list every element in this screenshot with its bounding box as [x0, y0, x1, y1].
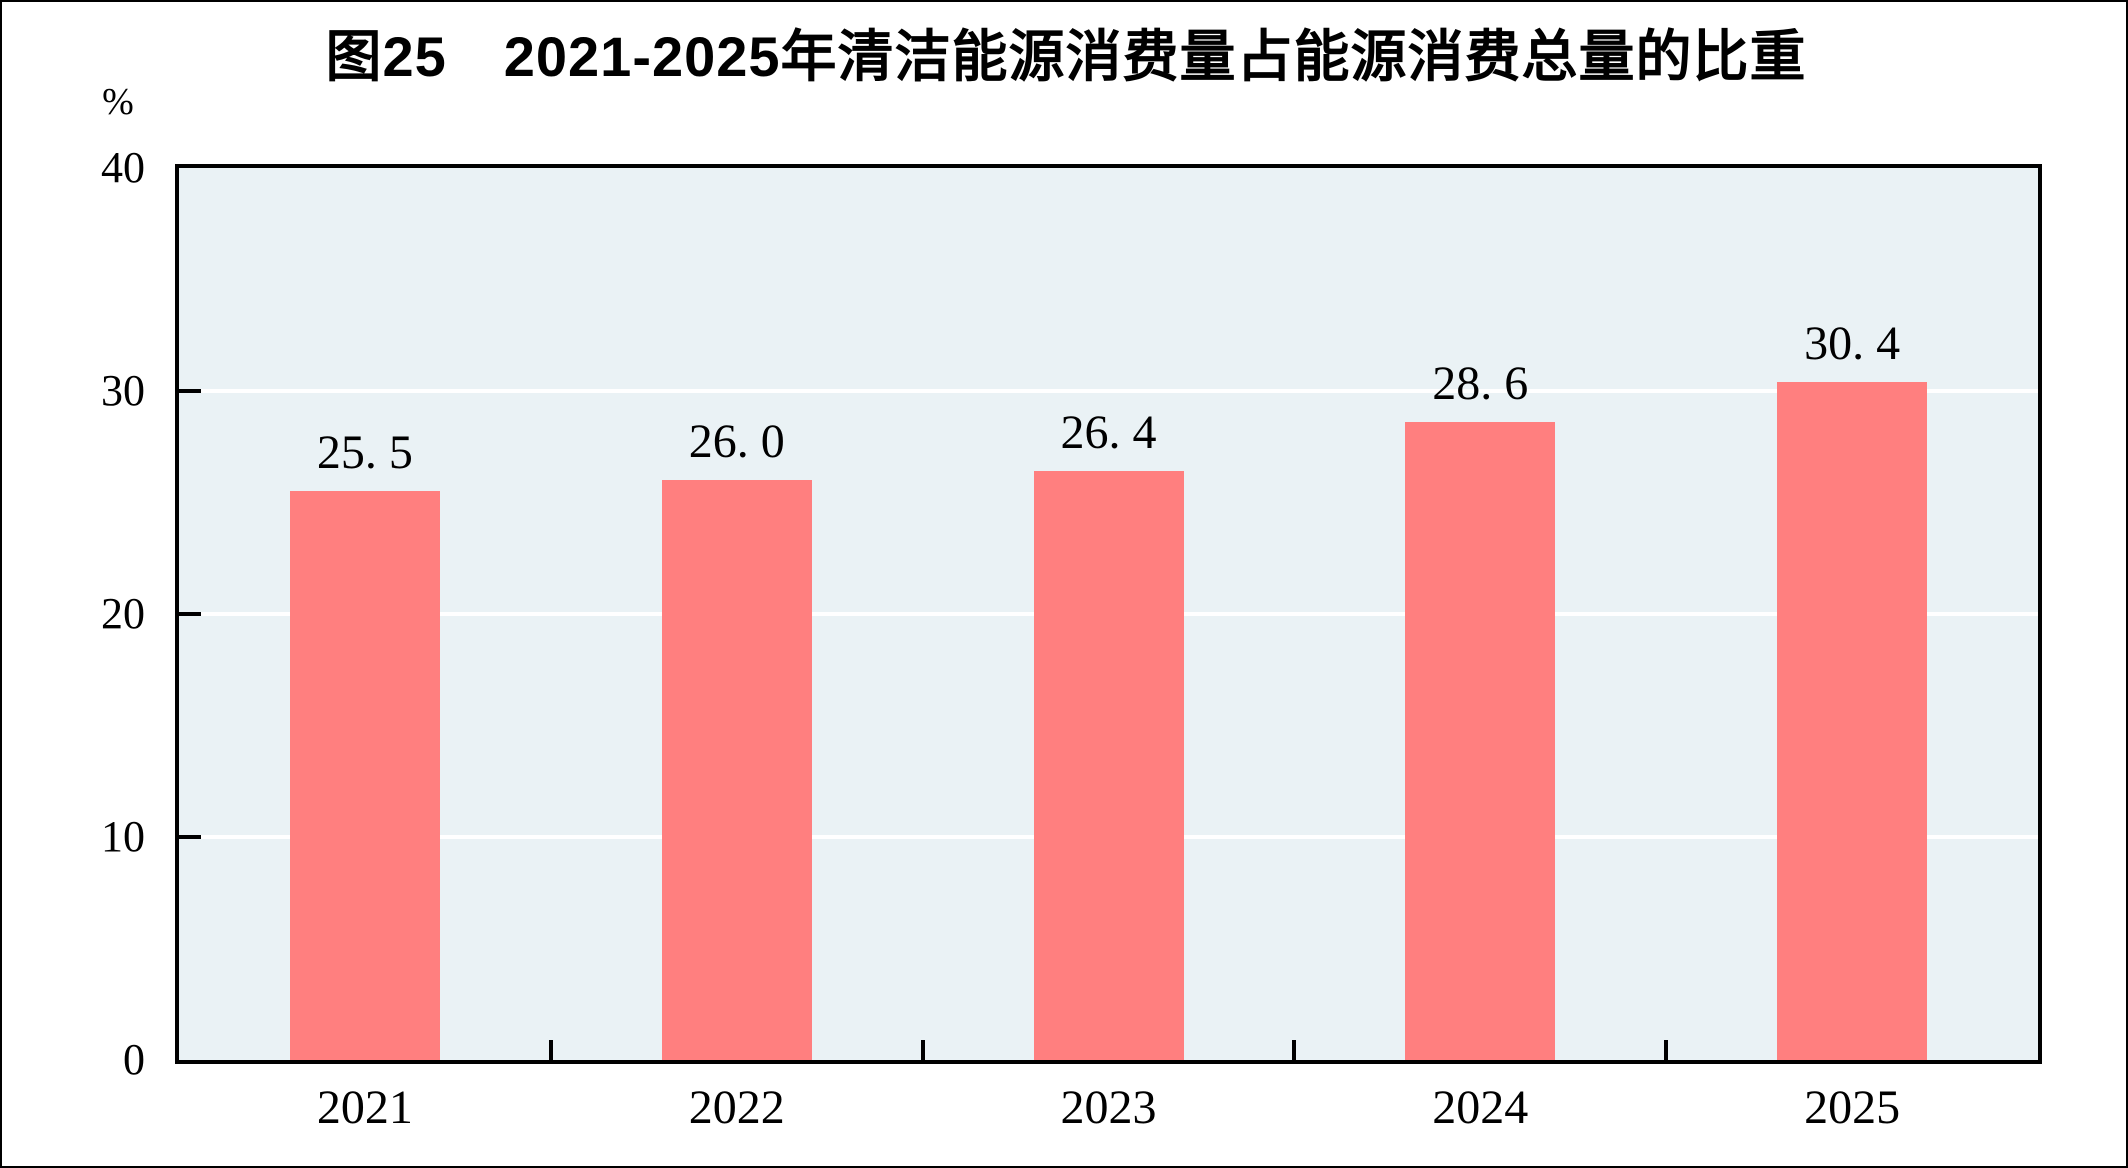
bar	[1777, 382, 1928, 1060]
bar	[1405, 422, 1556, 1060]
bar-value-label: 25. 5	[316, 426, 413, 480]
bar-value-label: 26. 0	[688, 415, 785, 469]
x-tick-label: 2023	[1060, 1081, 1157, 1134]
x-tick-label: 2025	[1804, 1081, 1901, 1134]
bar-value-label: 26. 4	[1060, 406, 1157, 460]
bar-value-label: 28. 6	[1432, 357, 1529, 411]
bar-value-label: 30. 4	[1804, 317, 1901, 371]
x-tick-mark	[1664, 1040, 1669, 1060]
x-tick-label: 2021	[316, 1081, 413, 1134]
x-tick-mark	[548, 1040, 553, 1060]
y-tick-label: 30	[101, 366, 145, 415]
x-tick-label: 2024	[1432, 1081, 1529, 1134]
bar	[661, 480, 812, 1060]
y-tick-label: 20	[101, 589, 145, 638]
y-tick-label: 0	[123, 1035, 145, 1084]
plot-area: 25. 5 26. 0 26. 4 28. 6 30. 4	[175, 164, 2042, 1064]
x-tick-label: 2022	[688, 1081, 785, 1134]
x-tick-mark	[1292, 1040, 1297, 1060]
y-tick-label: 10	[101, 812, 145, 861]
y-tick-label: 40	[101, 143, 145, 192]
chart-title: 图25 2021-2025年清洁能源消费量占能源消费总量的比重	[325, 25, 1807, 88]
y-axis-unit-label: %	[102, 81, 134, 123]
bar	[289, 491, 440, 1060]
y-tick-mark	[179, 835, 201, 839]
y-tick-mark	[179, 389, 201, 393]
y-tick-mark	[179, 612, 201, 616]
bar	[1033, 471, 1184, 1060]
gridline	[179, 389, 2038, 393]
x-tick-mark	[920, 1040, 925, 1060]
